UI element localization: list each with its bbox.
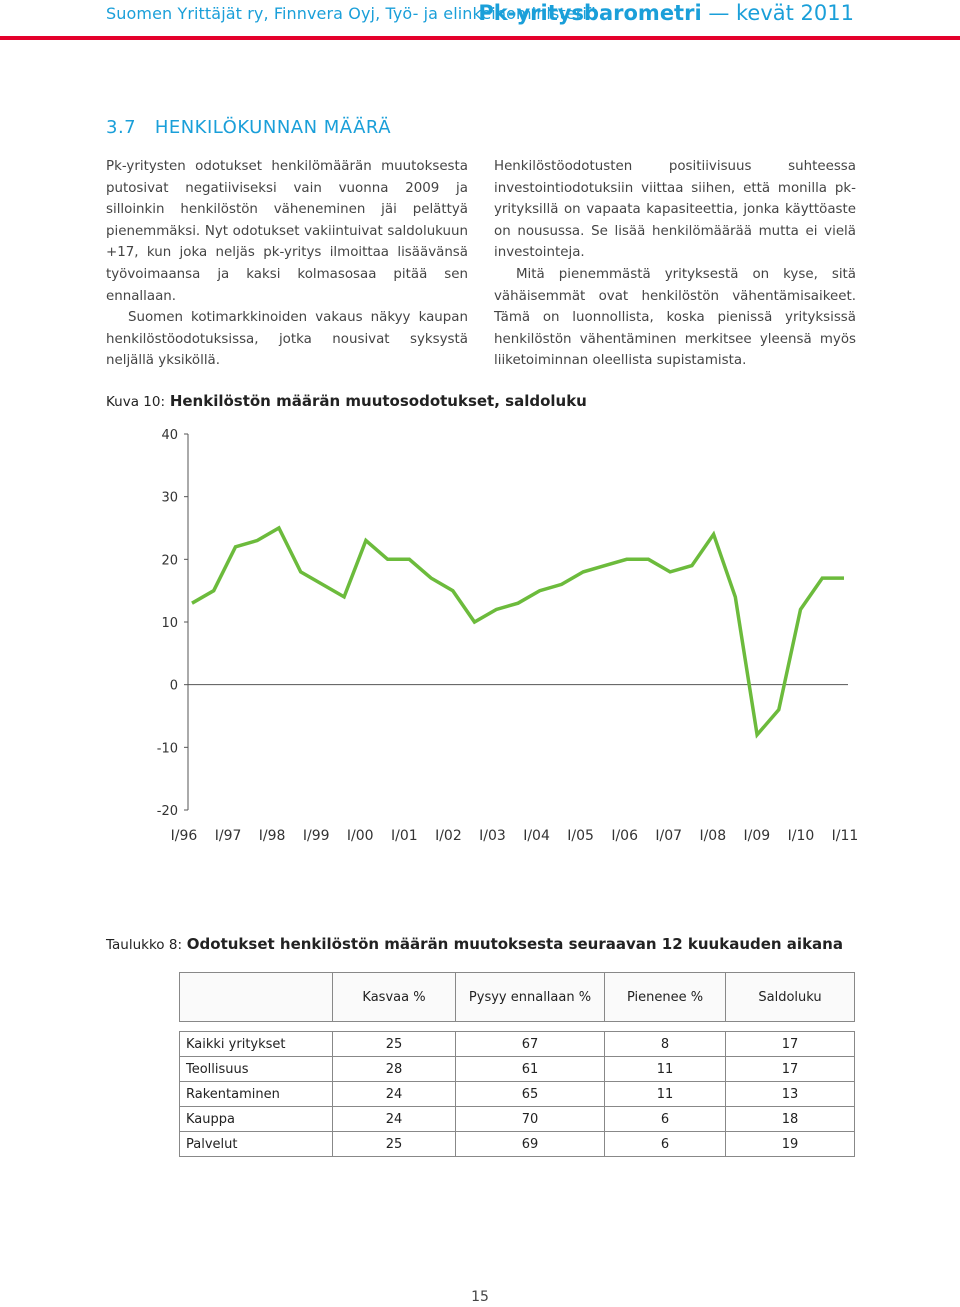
- section-number: 3.7: [106, 117, 137, 138]
- table-cell: 65: [455, 1081, 605, 1107]
- row-label: Palvelut: [179, 1131, 333, 1157]
- table-header-row: Kasvaa % Pysyy ennallaan % Pienenee % Sa…: [179, 972, 855, 1022]
- table-cell: 24: [332, 1081, 456, 1107]
- y-tick-label: 30: [161, 491, 178, 506]
- x-tick-label: I/97: [215, 828, 242, 844]
- table-row: Kaikki yritykset 25 67 8 17: [179, 1031, 855, 1057]
- table-spacer: [179, 1021, 855, 1032]
- column-header: Pienenee %: [604, 972, 726, 1022]
- table-cell: 11: [604, 1056, 726, 1082]
- table-cell: 25: [332, 1131, 456, 1157]
- header-dash: —: [701, 1, 737, 25]
- section-heading: 3.7 HENKILÖKUNNAN MÄÄRÄ: [106, 117, 391, 138]
- header-publication: Pk-yritysbarometri — kevät 2011: [478, 1, 854, 25]
- table-label: Taulukko 8:: [106, 937, 182, 953]
- paragraph: Henkilöstöodotusten positiivisuus suhtee…: [494, 159, 856, 261]
- table-cell: 69: [455, 1131, 605, 1157]
- header-publishers: Suomen Yrittäjät ry, Finnvera Oyj, Työ- …: [106, 4, 597, 23]
- series-line: [191, 525, 844, 739]
- row-label: Teollisuus: [179, 1056, 333, 1082]
- figure-title: Henkilöstön määrän muutosodotukset, sald…: [169, 392, 587, 410]
- table-cell: 28: [332, 1056, 456, 1082]
- y-tick-label: 40: [161, 428, 178, 443]
- table-row: Kauppa 24 70 6 18: [179, 1106, 855, 1132]
- x-tick-label: I/07: [655, 828, 682, 844]
- row-label: Kaikki yritykset: [179, 1031, 333, 1057]
- figure-label: Kuva 10:: [106, 394, 166, 410]
- x-tick-label: I/98: [259, 828, 286, 844]
- table-cell: 17: [725, 1056, 855, 1082]
- section-title: HENKILÖKUNNAN MÄÄRÄ: [154, 117, 392, 138]
- table-cell: 8: [604, 1031, 726, 1057]
- table-row: Teollisuus 28 61 11 17: [179, 1056, 855, 1082]
- y-tick-label: -20: [157, 804, 178, 819]
- x-tick-label: I/03: [479, 828, 506, 844]
- header-rule: [0, 36, 960, 40]
- x-tick-label: I/11: [832, 828, 859, 844]
- table-cell: 6: [604, 1106, 726, 1132]
- body-column-left: Pk-yritysten odotukset henkilömäärän muu…: [106, 156, 468, 372]
- x-tick-label: I/00: [347, 828, 374, 844]
- body-column-right: Henkilöstöodotusten positiivisuus suhtee…: [494, 156, 856, 372]
- x-tick-label: I/10: [788, 828, 815, 844]
- x-tick-label: I/09: [744, 828, 771, 844]
- x-tick-label: I/06: [611, 828, 638, 844]
- row-label: Kauppa: [179, 1106, 333, 1132]
- column-header: Saldoluku: [725, 972, 855, 1022]
- table-cell: 25: [332, 1031, 456, 1057]
- table-row: Palvelut 25 69 6 19: [179, 1131, 855, 1157]
- column-header: [179, 972, 333, 1022]
- table-cell: 70: [455, 1106, 605, 1132]
- y-tick-label: 0: [170, 679, 178, 694]
- table-cell: 61: [455, 1056, 605, 1082]
- paragraph: Mitä pienemmästä yrityksestä on kyse, si…: [494, 266, 856, 369]
- table-cell: 13: [725, 1081, 855, 1107]
- x-tick-label: I/08: [699, 828, 726, 844]
- header-brand: Pk-yritysbarometri: [478, 1, 702, 25]
- table-cell: 67: [455, 1031, 605, 1057]
- table-title: Odotukset henkilöstön määrän muutoksesta…: [186, 935, 843, 953]
- paragraph: Suomen kotimarkkinoiden vakaus näkyy kau…: [106, 310, 468, 369]
- table-caption: Taulukko 8: Odotukset henkilöstön määrän…: [106, 935, 843, 953]
- y-tick-label: 10: [161, 616, 178, 631]
- x-tick-label: I/02: [435, 828, 462, 844]
- column-header: Kasvaa %: [332, 972, 456, 1022]
- x-tick-label: I/96: [171, 828, 198, 844]
- line-chart: 40 30 20 10 0 -10 -20 I/96 I/97 I/98 I/99 I/00 I/01 I…: [157, 428, 859, 844]
- x-tick-label: I/99: [303, 828, 330, 844]
- table-cell: 18: [725, 1106, 855, 1132]
- y-tick-label: -10: [157, 741, 178, 756]
- page-number: 15: [471, 1289, 489, 1305]
- table-cell: 24: [332, 1106, 456, 1132]
- expectations-table: Kasvaa % Pysyy ennallaan % Pienenee % Sa…: [179, 972, 855, 1157]
- x-tick-label: I/05: [567, 828, 594, 844]
- paragraph: Pk-yritysten odotukset henkilömäärän muu…: [106, 159, 468, 304]
- table-cell: 19: [725, 1131, 855, 1157]
- y-tick-label: 20: [161, 553, 178, 568]
- column-header: Pysyy ennallaan %: [455, 972, 605, 1022]
- table-row: Rakentaminen 24 65 11 13: [179, 1081, 855, 1107]
- x-tick-label: I/01: [391, 828, 418, 844]
- x-tick-label: I/04: [523, 828, 550, 844]
- table-cell: 11: [604, 1081, 726, 1107]
- row-label: Rakentaminen: [179, 1081, 333, 1107]
- table-cell: 17: [725, 1031, 855, 1057]
- figure-caption: Kuva 10: Henkilöstön määrän muutosodotuk…: [106, 392, 587, 410]
- header-season: kevät 2011: [736, 1, 854, 25]
- table-cell: 6: [604, 1131, 726, 1157]
